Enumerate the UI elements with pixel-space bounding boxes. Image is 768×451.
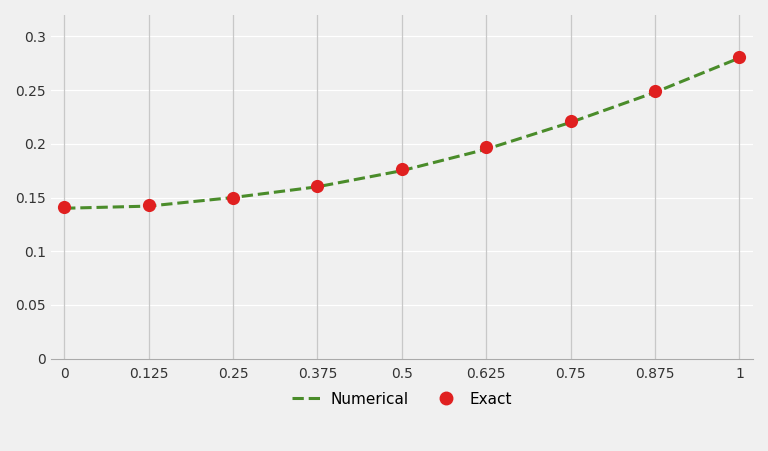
Point (58, 203, 70, 211)
Point (649, 87, 661, 95)
Point (480, 143, 492, 151)
Point (733, 53, 746, 60)
Point (142, 202, 154, 209)
Point (311, 182, 323, 189)
Point (396, 165, 408, 172)
Point (564, 118, 577, 125)
Point (227, 194, 239, 201)
Legend: Numerical, Exact: Numerical, Exact (286, 386, 518, 413)
